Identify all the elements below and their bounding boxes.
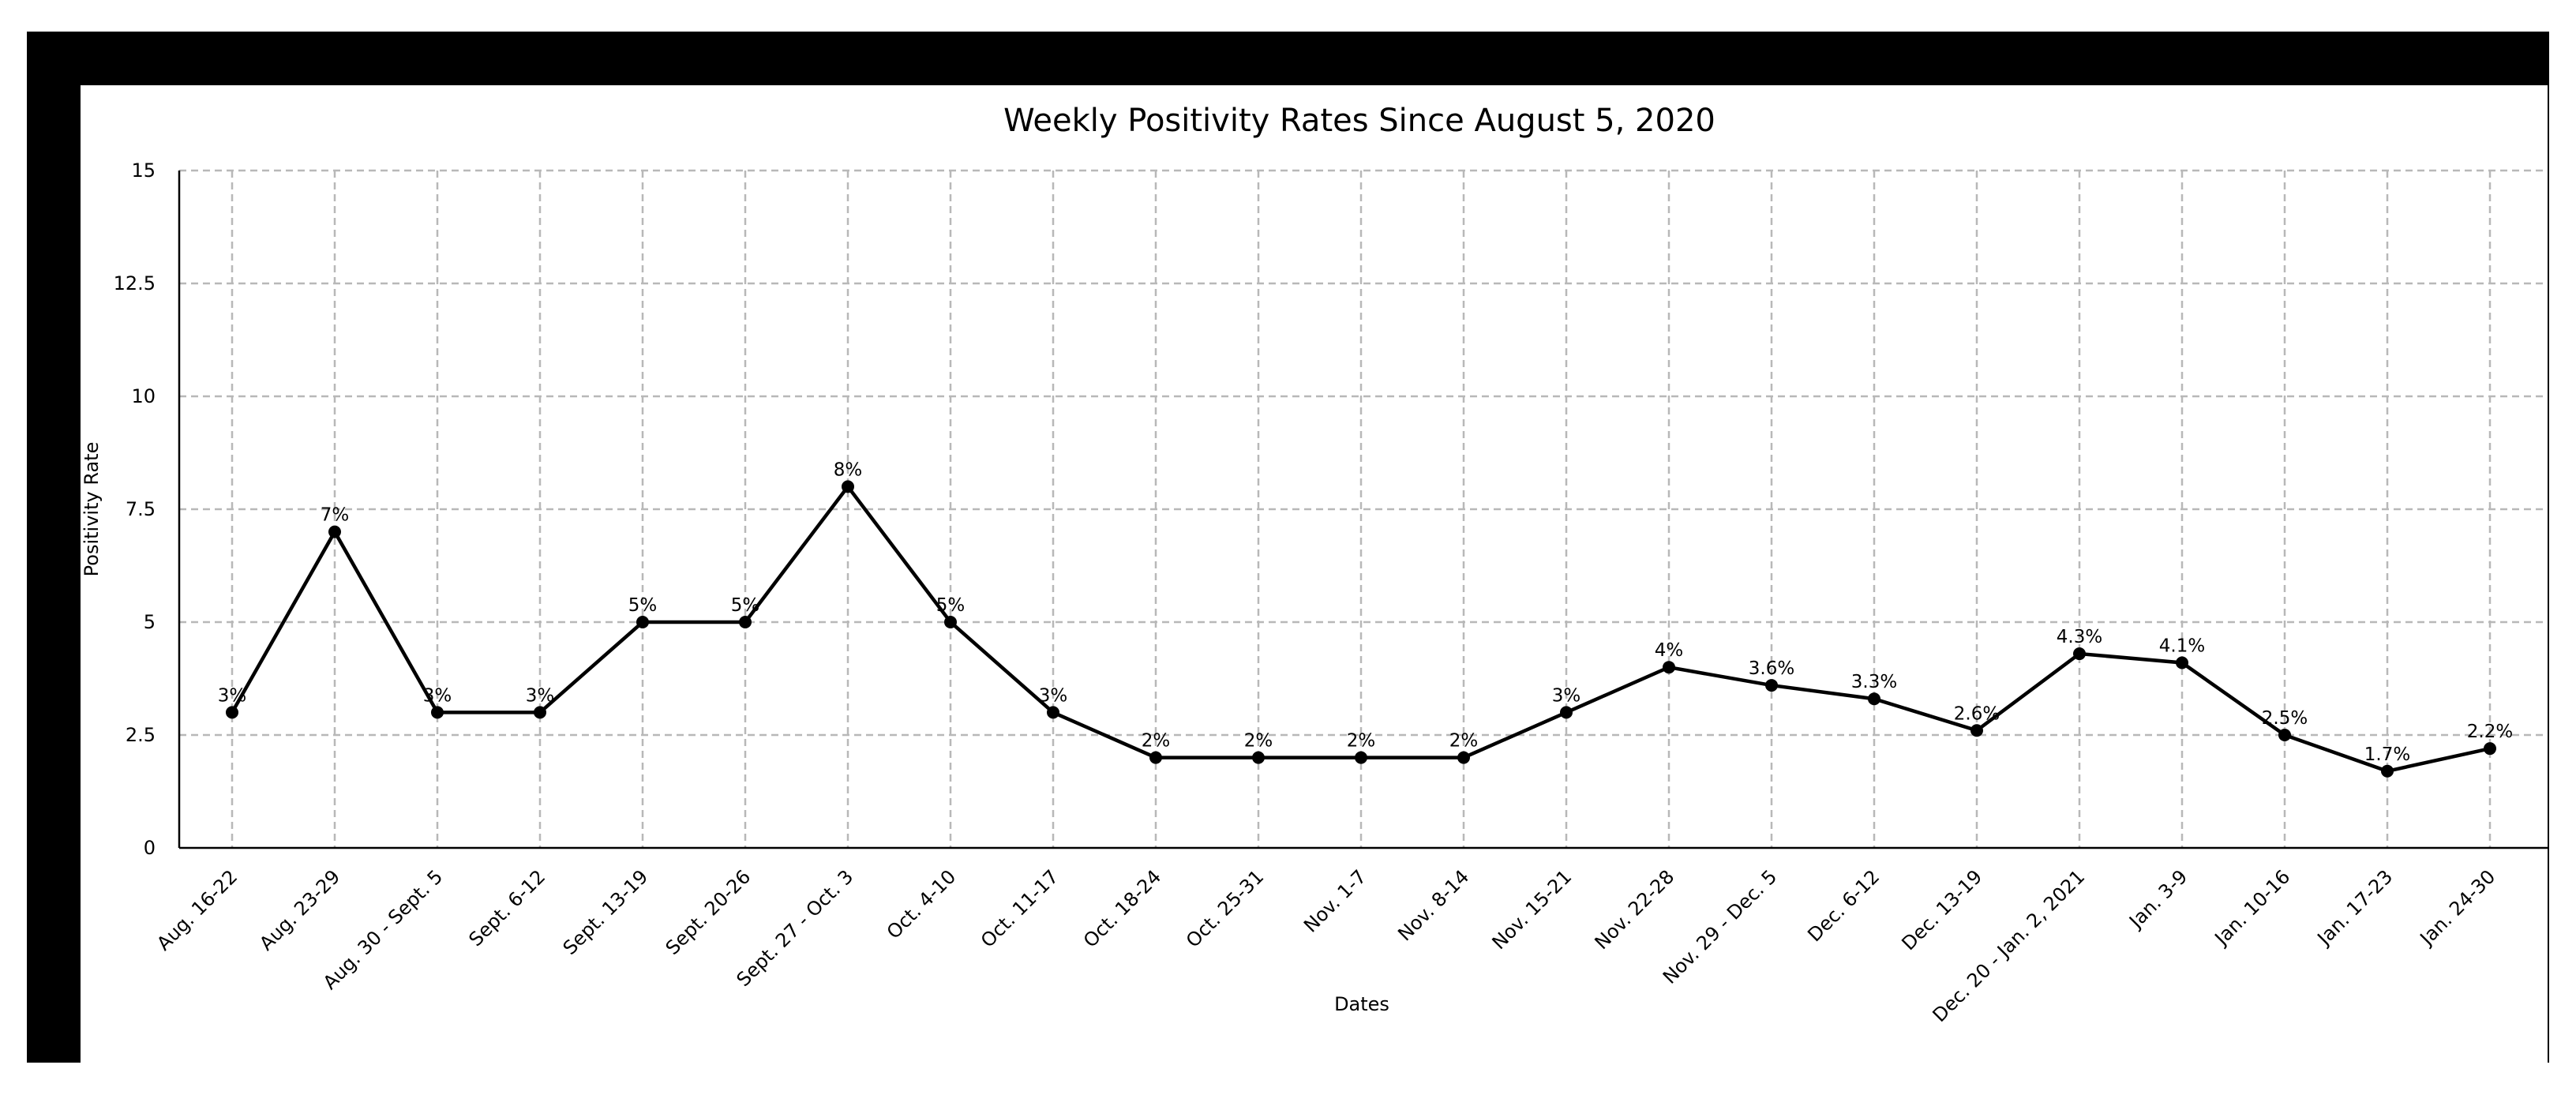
chart-panel: Weekly Positivity Rates Since August 5, … <box>81 85 2548 1078</box>
x-tick-label: Nov. 22-28 <box>1591 865 1679 954</box>
data-label: 2% <box>1142 731 1171 752</box>
data-point <box>1457 751 1470 764</box>
y-tick-label: 10 <box>131 385 156 407</box>
x-tick-label: Aug. 23-29 <box>255 865 344 954</box>
data-label: 3.3% <box>1851 672 1897 692</box>
data-point <box>944 616 957 628</box>
x-tick-label: Nov. 1-7 <box>1299 865 1370 936</box>
data-label: 3% <box>1039 685 1068 706</box>
data-label: 5% <box>731 595 760 616</box>
x-tick-label: Jan. 24-30 <box>2415 865 2499 950</box>
data-point <box>1047 706 1059 719</box>
data-point <box>1765 679 1778 692</box>
y-axis-title: Positivity Rate <box>81 442 103 577</box>
x-tick-label: Dec. 6-12 <box>1803 865 1884 946</box>
x-tick-label: Oct. 25-31 <box>1182 865 1268 951</box>
x-tick-label: Oct. 11-17 <box>977 865 1063 951</box>
data-label: 2% <box>1244 731 1273 752</box>
data-point <box>431 706 444 719</box>
x-tick-label: Sept. 20-26 <box>662 865 756 959</box>
data-label: 3% <box>218 685 247 706</box>
y-tick-label: 12.5 <box>114 272 156 294</box>
x-tick-label: Sept. 13-19 <box>559 865 653 959</box>
data-label: 4% <box>1655 640 1684 661</box>
data-point <box>328 525 341 538</box>
data-point <box>2073 647 2086 661</box>
data-label: 3% <box>423 685 452 706</box>
data-label: 2% <box>1449 731 1479 752</box>
y-tick-label: 7.5 <box>126 498 156 520</box>
data-point <box>2176 656 2188 669</box>
data-point <box>1355 751 1367 764</box>
x-tick-label: Sept. 6-12 <box>464 865 549 951</box>
data-point <box>2484 742 2496 756</box>
x-tick-label: Jan. 17-23 <box>2312 865 2397 950</box>
data-points <box>226 480 2496 778</box>
x-tick-label: Oct. 4-10 <box>883 865 960 943</box>
data-point <box>1663 661 1675 674</box>
x-tick-label: Nov. 8-14 <box>1393 865 1473 945</box>
y-tick-label: 15 <box>131 159 156 182</box>
data-label: 2.5% <box>2262 708 2308 729</box>
data-point <box>842 480 854 493</box>
line-chart: Weekly Positivity Rates Since August 5, … <box>81 103 2548 1026</box>
data-label: 1.7% <box>2364 744 2410 765</box>
data-point <box>1149 751 1162 764</box>
y-tick-label: 5 <box>144 611 156 633</box>
chart-title: Weekly Positivity Rates Since August 5, … <box>1003 103 1715 139</box>
data-point <box>636 616 649 628</box>
x-tick-label: Nov. 29 - Dec. 5 <box>1659 865 1781 988</box>
x-tick-label: Dec. 13-19 <box>1898 865 1987 954</box>
data-point <box>739 616 752 628</box>
data-label: 4.3% <box>2057 627 2102 647</box>
grid-lines <box>179 169 2548 848</box>
data-label: 7% <box>321 505 350 526</box>
data-point <box>534 706 546 719</box>
data-label: 5% <box>936 595 966 616</box>
data-point <box>1560 706 1573 719</box>
y-tick-label: 0 <box>144 837 156 859</box>
data-label: 2% <box>1347 731 1376 752</box>
data-point <box>2278 729 2291 741</box>
x-axis-title: Dates <box>1334 993 1389 1015</box>
data-label: 3% <box>526 685 555 706</box>
data-label: 3% <box>1552 685 1581 706</box>
data-label: 5% <box>628 595 658 616</box>
chart-frame: Weekly Positivity Rates Since August 5, … <box>27 32 2549 1078</box>
data-label: 4.1% <box>2159 636 2205 656</box>
x-tick-label: Nov. 15-21 <box>1488 865 1577 954</box>
x-tick-label: Oct. 18-24 <box>1079 865 1165 951</box>
data-label: 2.6% <box>1954 703 2000 724</box>
x-tick-label: Aug. 16-22 <box>152 865 242 954</box>
y-tick-label: 2.5 <box>126 724 156 746</box>
x-tick-label: Jan. 10-16 <box>2210 865 2294 950</box>
data-point <box>2381 764 2394 778</box>
data-label: 8% <box>834 459 863 480</box>
y-tick-labels: 0 2.5 5 7.5 10 12.5 15 <box>114 159 156 859</box>
axes <box>178 171 2548 849</box>
data-point <box>1252 751 1265 764</box>
data-label: 3.6% <box>1749 658 1794 679</box>
x-tick-label: Jan. 3-9 <box>2124 865 2192 933</box>
data-point <box>1970 724 1983 737</box>
data-label: 2.2% <box>2467 722 2513 742</box>
data-point <box>1868 692 1880 706</box>
data-point <box>226 706 238 719</box>
data-labels: 3% 7% 3% 3% 5% 5% 8% 5% 3% 2% 2% 2% 2% 3% 4% 3.6% 3.3% 2.… <box>218 459 2513 764</box>
